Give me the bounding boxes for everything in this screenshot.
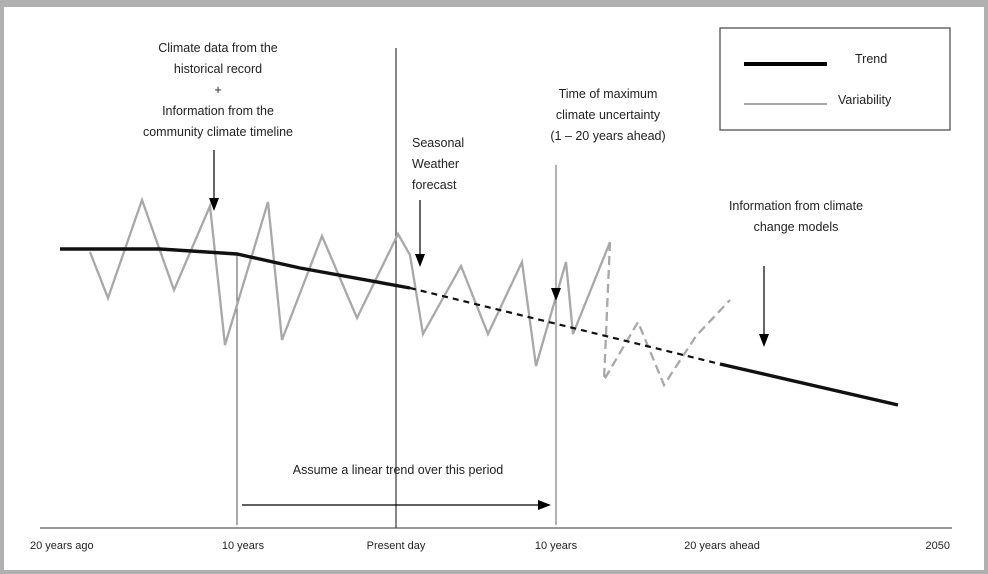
seasonal-forecast-note: Seasonal Weather forecast — [412, 136, 464, 192]
uncertainty-note-line-3: (1 – 20 years ahead) — [550, 129, 665, 143]
historical-note-line-5: community climate timeline — [143, 125, 293, 139]
tick-label-10-years-ago: 10 years — [222, 540, 265, 552]
trend-line-past — [60, 247, 411, 290]
tick-label-20-years-ahead: 20 years ahead — [684, 540, 760, 552]
models-arrow-head-icon — [759, 334, 769, 347]
historical-note-line-1: Climate data from the — [158, 41, 278, 55]
historical-note-line-2: historical record — [174, 62, 262, 76]
historical-note-line-4: Information from the — [162, 104, 274, 118]
uncertainty-arrow-head-icon — [551, 288, 561, 301]
historical-arrow-head-icon — [209, 198, 219, 211]
trend-line-projection — [409, 286, 721, 366]
linear-trend-arrow-head-icon — [538, 500, 551, 510]
legend-variability-label: Variability — [838, 93, 892, 107]
models-note-line-2: change models — [754, 220, 839, 234]
variability-projection-line — [602, 241, 731, 388]
trend-line-future — [719, 362, 899, 407]
uncertainty-note-line-2: climate uncertainty — [556, 108, 661, 122]
seasonal-note-line-3: forecast — [412, 178, 457, 192]
tick-label-10-years-ahead: 10 years — [535, 540, 578, 552]
legend-trend-label: Trend — [855, 52, 887, 66]
seasonal-note-line-2: Weather — [412, 157, 459, 171]
seasonal-note-line-1: Seasonal — [412, 136, 464, 150]
uncertainty-note: Time of maximum climate uncertainty (1 –… — [550, 87, 665, 143]
uncertainty-note-line-1: Time of maximum — [559, 87, 658, 101]
historical-note-line-3: + — [214, 83, 221, 97]
tick-label-present-day: Present day — [367, 540, 426, 552]
tick-label-2050: 2050 — [926, 540, 950, 552]
linear-trend-note: Assume a linear trend over this period — [293, 463, 504, 477]
seasonal-arrow-head-icon — [415, 254, 425, 267]
models-note-line-1: Information from climate — [729, 199, 863, 213]
historical-record-note: Climate data from the historical record … — [143, 41, 293, 139]
variability-line — [88, 196, 612, 367]
tick-label-20-years-ago: 20 years ago — [30, 540, 94, 552]
climate-models-note: Information from climate change models — [729, 199, 863, 234]
legend-box — [719, 27, 951, 131]
